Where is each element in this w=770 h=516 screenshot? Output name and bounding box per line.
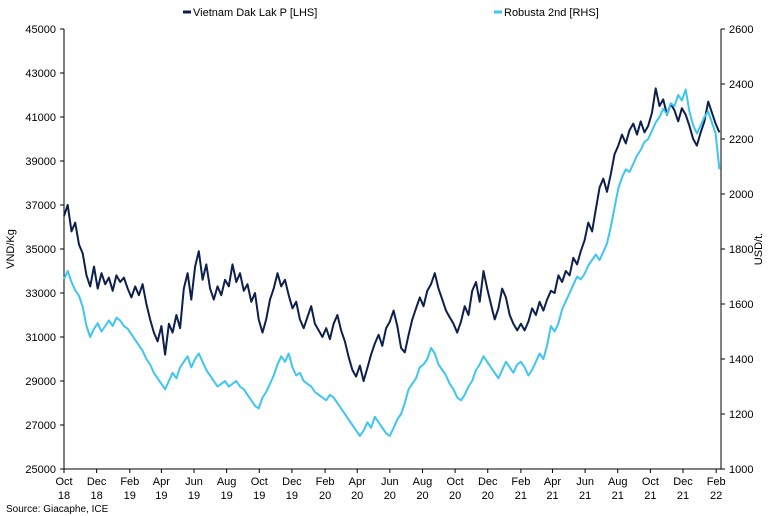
x-tick-label: Feb — [511, 476, 530, 488]
x-tick-label: 19 — [188, 490, 200, 502]
y-right-tick-label: 2600 — [729, 24, 753, 36]
y-left-tick-label: 41000 — [25, 112, 56, 124]
series-line-dak-lak — [63, 87, 721, 382]
x-tick-label: 20 — [319, 490, 331, 502]
y-left-tick-label: 25000 — [25, 464, 56, 476]
y-right-tick-label: 1400 — [729, 354, 753, 366]
x-tick-label: Feb — [120, 476, 139, 488]
x-tick-label: 21 — [515, 490, 527, 502]
x-tick-label: Apr — [153, 476, 170, 488]
y-right-tick-label: 2200 — [729, 134, 753, 146]
x-tick-label: 21 — [677, 490, 689, 502]
y-axis-left-title: VND/Kg — [5, 229, 17, 269]
x-tick-label: Aug — [413, 476, 433, 488]
y-right-tick-label: 1800 — [729, 244, 753, 256]
y-left-tick-label: 39000 — [25, 156, 56, 168]
x-tick-label: Aug — [217, 476, 237, 488]
x-tick-label: 21 — [579, 490, 591, 502]
y-right-tick-label: 1000 — [729, 464, 753, 476]
legend-label-robusta: Robusta 2nd [RHS] — [504, 7, 599, 19]
y-right-tick-label: 1200 — [729, 409, 753, 421]
x-tick-label: 20 — [384, 490, 396, 502]
y-left-tick-label: 31000 — [25, 332, 56, 344]
x-tick-label: Feb — [316, 476, 335, 488]
x-tick-label: 20 — [416, 490, 428, 502]
x-tick-label: 20 — [449, 490, 461, 502]
x-tick-label: Jun — [576, 476, 594, 488]
series-layer — [63, 87, 721, 437]
x-tick-label: 18 — [91, 490, 103, 502]
x-tick-label: 20 — [482, 490, 494, 502]
x-tick-label: 20 — [351, 490, 363, 502]
x-tick-label: 18 — [58, 490, 70, 502]
y-right-tick-label: 1600 — [729, 299, 753, 311]
y-left-tick-label: 35000 — [25, 244, 56, 256]
x-tick-label: Dec — [282, 476, 302, 488]
x-tick-label: Oct — [251, 476, 268, 488]
x-tick-label: 19 — [221, 490, 233, 502]
series-line-robusta — [63, 88, 721, 437]
y-left-tick-label: 29000 — [25, 376, 56, 388]
x-tick-label: Dec — [87, 476, 107, 488]
y-right-tick-label: 2000 — [729, 189, 753, 201]
x-tick-label: Aug — [608, 476, 628, 488]
y-axis-right-title: USD/t. — [753, 233, 765, 265]
y-left-tick-label: 43000 — [25, 68, 56, 80]
y-right-tick-label: 2400 — [729, 79, 753, 91]
y-left-tick-label: 45000 — [25, 24, 56, 36]
x-tick-label: 19 — [124, 490, 136, 502]
x-tick-label: 22 — [710, 490, 722, 502]
x-tick-label: Dec — [478, 476, 498, 488]
axes: 25000 27000 29000 31000 33000 35000 37000 39000… — [25, 24, 753, 502]
x-tick-label: Oct — [642, 476, 659, 488]
x-tick-label: 21 — [644, 490, 656, 502]
x-tick-label: Oct — [55, 476, 72, 488]
x-tick-label: 21 — [612, 490, 624, 502]
x-tick-label: Jun — [381, 476, 399, 488]
legend: Vietnam Dak Lak P [LHS] Robusta 2nd [RHS] — [183, 7, 599, 19]
y-left-tick-label: 37000 — [25, 200, 56, 212]
y-left-tick-label: 33000 — [25, 288, 56, 300]
source-note: Source: Giacaphe, ICE — [6, 504, 109, 515]
x-tick-label: Feb — [707, 476, 726, 488]
x-tick-label: 19 — [155, 490, 167, 502]
x-tick-label: Dec — [673, 476, 693, 488]
x-tick-label: Apr — [544, 476, 561, 488]
x-tick-label: 21 — [546, 490, 558, 502]
x-tick-label: Apr — [349, 476, 366, 488]
y-left-tick-label: 27000 — [25, 420, 56, 432]
x-tick-label: Jun — [185, 476, 203, 488]
legend-label-dak-lak: Vietnam Dak Lak P [LHS] — [193, 7, 317, 19]
x-tick-label: Oct — [447, 476, 464, 488]
x-tick-label: 19 — [253, 490, 265, 502]
x-tick-label: 19 — [286, 490, 298, 502]
